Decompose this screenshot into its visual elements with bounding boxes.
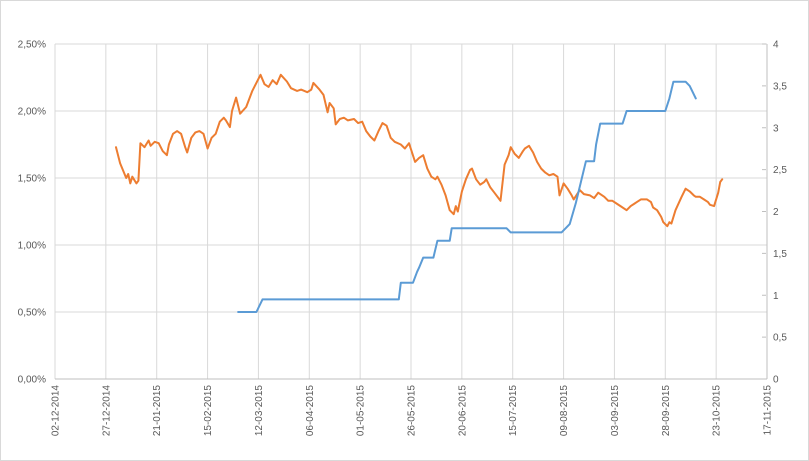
x-tick-label: 26-05-2015	[407, 385, 418, 437]
x-tick-label: 20-06-2015	[457, 385, 468, 437]
data-series	[115, 73, 724, 313]
y-right-tick-label: 0,5	[773, 333, 787, 344]
y-left-tick-label: 0,50%	[18, 308, 46, 319]
x-tick-label: 28-09-2015	[661, 385, 672, 437]
gridlines	[54, 43, 768, 380]
x-tick-label: 21-01-2015	[152, 385, 163, 437]
series-orange-line	[115, 73, 724, 228]
y-right-tick-label: 1	[773, 291, 779, 302]
x-tick-label: 17-11-2015	[763, 385, 774, 436]
y-right-tick-label: 3	[773, 123, 779, 134]
x-tick-label: 23-10-2015	[712, 385, 723, 437]
y-left-tick-label: 1,50%	[18, 174, 46, 185]
x-tick-label: 15-02-2015	[203, 385, 214, 437]
x-tick-label: 15-07-2015	[508, 385, 519, 437]
x-tick-label: 12-03-2015	[254, 385, 265, 437]
y-left-tick-label: 2,00%	[18, 107, 46, 118]
y-axis-right-labels: 0 0,5 1 1,5 2 2,5 3 3,5 4	[773, 40, 787, 386]
x-tick-label: 06-04-2015	[305, 385, 316, 437]
y-left-tick-label: 2,50%	[18, 40, 46, 51]
y-right-tick-label: 4	[773, 40, 779, 51]
y-axis-left-labels: 0,00% 0,50% 1,00% 1,50% 2,00% 2,50%	[18, 40, 46, 386]
y-left-tick-label: 0,00%	[18, 375, 46, 386]
axis-lines	[55, 43, 768, 380]
series-blue-line	[237, 80, 697, 313]
x-tick-label: 01-05-2015	[356, 385, 367, 437]
x-tick-label: 03-09-2015	[610, 385, 621, 437]
y-right-tick-label: 2	[773, 207, 779, 218]
y-right-tick-label: 2,5	[773, 165, 787, 176]
x-tick-label: 09-08-2015	[559, 385, 570, 437]
x-tick-label: 27-12-2014	[101, 385, 112, 437]
y-right-tick-label: 0	[773, 375, 779, 386]
y-left-tick-label: 1,00%	[18, 241, 46, 252]
x-axis-labels: 02-12-2014 27-12-2014 21-01-2015 15-02-2015…	[51, 385, 774, 437]
x-tick-label: 02-12-2014	[51, 385, 62, 437]
y-right-tick-label: 3,5	[773, 81, 787, 92]
y-right-tick-label: 1,5	[773, 249, 787, 260]
